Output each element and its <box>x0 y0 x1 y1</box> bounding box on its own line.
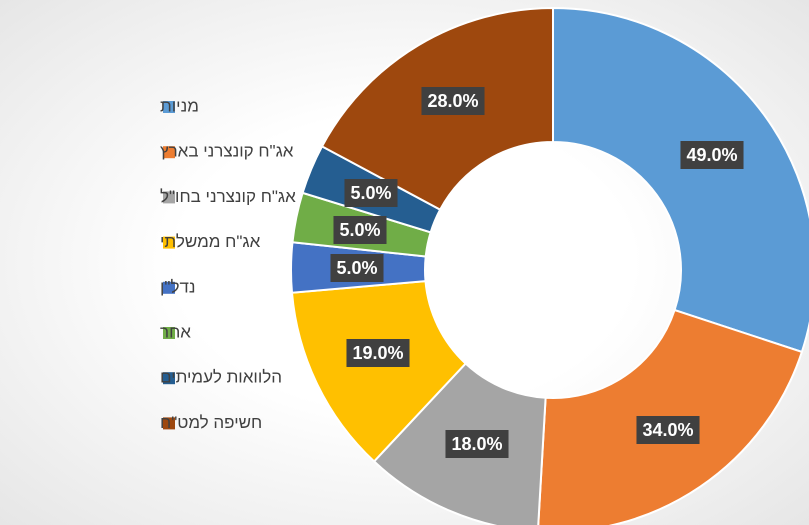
data-label-text: 5.0% <box>350 183 391 203</box>
legend-label: אחר <box>160 322 191 341</box>
legend-swatch <box>163 191 175 204</box>
data-label-text: 5.0% <box>336 258 377 278</box>
legend-label: אג"ח ממשלתי <box>160 232 261 251</box>
legend-label: אג"ח קונצרני בחו"ל <box>160 187 296 206</box>
legend-swatch <box>163 417 175 430</box>
data-label-text: 34.0% <box>642 420 693 440</box>
data-label-box <box>636 416 700 444</box>
legend-label: הלוואות לעמיתים <box>160 368 282 387</box>
data-label-text: 18.0% <box>451 434 502 454</box>
legend-label: נדל"ן <box>160 277 196 296</box>
data-label-box <box>680 141 744 169</box>
legend-swatch <box>163 281 175 294</box>
data-label-box <box>330 254 384 282</box>
data-label: 19.0% <box>346 339 410 367</box>
data-label-box <box>333 216 387 244</box>
legend-label: מניות <box>160 96 199 115</box>
data-label-box <box>421 87 485 115</box>
legend-swatch <box>163 372 175 385</box>
legend-label: חשיפה למט"ח <box>160 413 262 432</box>
data-label-text: 28.0% <box>427 91 478 111</box>
legend-swatch <box>163 236 175 249</box>
donut-slice <box>290 280 468 463</box>
data-label: 34.0% <box>636 416 700 444</box>
legend-swatch <box>163 101 175 113</box>
data-label: 49.0% <box>680 141 744 169</box>
legend-label: אג"ח קונצרני בארץ <box>160 142 294 161</box>
data-label: 5.0% <box>330 254 384 282</box>
data-label-text: 49.0% <box>686 145 737 165</box>
legend-swatch <box>163 146 175 159</box>
data-label-text: 19.0% <box>352 343 403 363</box>
data-label: 5.0% <box>333 216 387 244</box>
data-label-box <box>445 430 509 458</box>
data-label-box <box>344 179 398 207</box>
data-label-box <box>346 339 410 367</box>
legend-swatch <box>163 327 175 339</box>
data-label-text: 5.0% <box>339 220 380 240</box>
data-label: 5.0% <box>344 179 398 207</box>
data-label: 28.0% <box>421 87 485 115</box>
data-label: 18.0% <box>445 430 509 458</box>
donut-slice <box>552 6 809 354</box>
